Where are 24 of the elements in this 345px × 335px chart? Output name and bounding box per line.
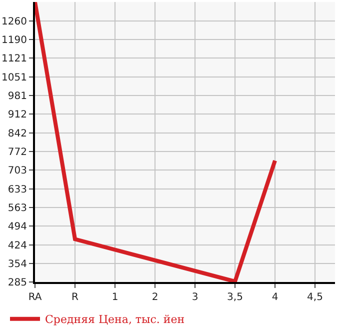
- y-tick-label: 1260: [2, 16, 27, 28]
- y-tick-label: 981: [8, 91, 27, 102]
- x-tick-label: 4,5: [307, 292, 323, 303]
- x-tick-label: RA: [28, 292, 42, 303]
- y-tick-label: 912: [8, 110, 27, 120]
- y-tick-label: 633: [8, 184, 27, 196]
- y-tick-label: 1051: [2, 72, 27, 84]
- y-tick-label: 842: [8, 128, 27, 140]
- y-tick-label: 772: [8, 147, 27, 158]
- y-tick-label: 285: [8, 278, 27, 288]
- y-tick-label: 703: [8, 166, 27, 176]
- legend-label: Средняя Цена, тыс. йен: [45, 313, 185, 326]
- x-tick-label: 3: [192, 292, 198, 303]
- y-tick-label: 424: [8, 240, 27, 252]
- x-tick-label: R: [72, 292, 79, 303]
- y-tick-label: 494: [8, 222, 27, 232]
- y-tick-label: 1121: [2, 54, 27, 64]
- y-tick-label: 1190: [2, 35, 27, 46]
- y-tick-label: 354: [8, 259, 27, 270]
- x-tick-label: 1: [112, 292, 118, 303]
- x-tick-label: 2: [152, 292, 158, 303]
- y-tick-label: 563: [8, 203, 27, 214]
- x-tick-label: 4: [272, 292, 278, 303]
- x-tick-label: 3,5: [227, 292, 243, 303]
